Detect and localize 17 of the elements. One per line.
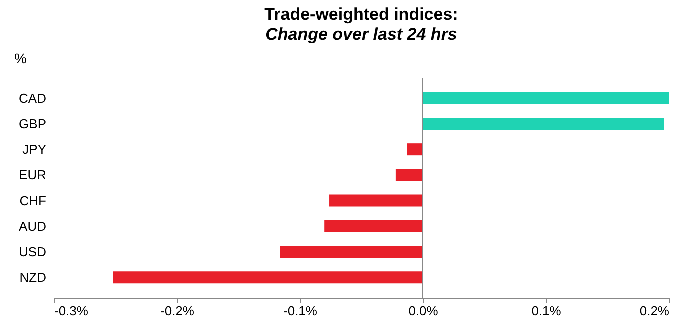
y-axis-title: %: [14, 50, 27, 66]
y-tick-label: GBP: [19, 116, 46, 132]
y-tick-label: USD: [19, 244, 46, 260]
y-tick-label: CHF: [20, 193, 47, 208]
x-tick-label: 0.0%: [408, 304, 439, 318]
x-tick-label: 0.1%: [532, 304, 562, 318]
x-tick-label: -0.1%: [284, 304, 318, 318]
x-tick-label: 0.2%: [640, 304, 670, 318]
chart-title: Trade-weighted indices:: [264, 5, 458, 24]
chart-subtitle: Change over last 24 hrs: [266, 25, 458, 44]
y-tick-label: NZD: [20, 270, 46, 286]
y-tick-label: AUD: [19, 218, 46, 234]
y-tick-label: EUR: [19, 168, 46, 183]
x-tick-label: -0.3%: [54, 304, 89, 318]
x-tick-label: -0.2%: [160, 304, 195, 318]
y-tick-label: CAD: [19, 90, 46, 106]
y-tick-label: JPY: [22, 142, 47, 158]
